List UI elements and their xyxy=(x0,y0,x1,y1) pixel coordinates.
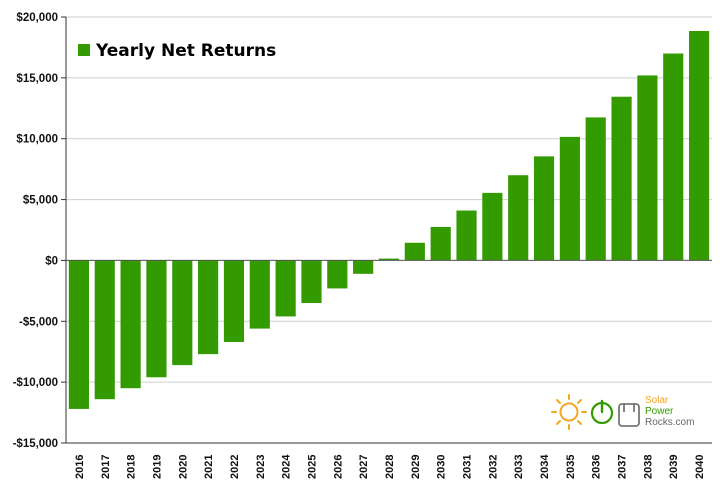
x-tick-label: 2037 xyxy=(617,455,629,479)
bar-2029 xyxy=(404,242,425,261)
axes xyxy=(65,17,712,444)
x-tick-label: 2023 xyxy=(255,455,267,479)
bar-2016 xyxy=(68,260,89,409)
x-tick-label: 2029 xyxy=(410,455,422,479)
bar-2038 xyxy=(637,75,658,261)
y-tick-label: $0 xyxy=(45,255,58,267)
x-tick-label: 2021 xyxy=(203,455,215,479)
y-tick-label: -$15,000 xyxy=(13,438,58,450)
x-tick-label: 2036 xyxy=(591,455,603,479)
legend-label: Yearly Net Returns xyxy=(95,41,276,61)
bar-2018 xyxy=(120,260,141,389)
legend: Yearly Net Returns xyxy=(78,41,276,61)
bar-2022 xyxy=(223,260,245,342)
bar-2040 xyxy=(689,30,710,261)
bar-2021 xyxy=(198,260,219,355)
bar-2033 xyxy=(508,175,529,261)
bar-2031 xyxy=(456,210,477,261)
x-tick-label: 2035 xyxy=(565,455,577,479)
logo-text-power: Power xyxy=(645,406,674,417)
x-tick-label: 2034 xyxy=(539,454,551,479)
x-tick-label: 2040 xyxy=(694,455,706,479)
y-tick-label: $20,000 xyxy=(16,12,58,24)
y-tick-label: $15,000 xyxy=(16,73,58,85)
x-tick-label: 2026 xyxy=(332,455,344,479)
bar-2036 xyxy=(585,117,606,261)
y-tick-label: -$5,000 xyxy=(19,316,58,328)
x-tick-label: 2018 xyxy=(126,455,138,479)
bar-2030 xyxy=(430,226,451,261)
sun-icon xyxy=(551,394,587,430)
x-tick-label: 2020 xyxy=(177,455,189,479)
x-tick-label: 2017 xyxy=(100,455,112,479)
x-tick-label: 2031 xyxy=(462,455,474,479)
bar-2017 xyxy=(94,260,115,400)
bar-2027 xyxy=(353,260,374,274)
x-tick-label: 2016 xyxy=(74,455,86,479)
bars xyxy=(68,30,710,409)
y-axis-ticks: $20,000 $15,000 $10,000 $5,000 $0 -$5,000 -$10… xyxy=(13,12,66,450)
x-tick-label: 2032 xyxy=(487,455,499,479)
bar-2037 xyxy=(611,96,632,261)
bar-2026 xyxy=(327,260,348,289)
bar-2028 xyxy=(378,258,400,261)
x-axis-ticks: 2016 2017 2018 2019 2020 2021 2022 2023 2024 2025… xyxy=(74,454,706,479)
logo-text-rocks: Rocks.com xyxy=(645,417,694,428)
logo-text-solar: Solar xyxy=(645,395,669,406)
bar-2035 xyxy=(559,136,580,261)
y-tick-label: -$10,000 xyxy=(13,377,58,389)
x-tick-label: 2027 xyxy=(358,455,370,479)
x-tick-label: 2024 xyxy=(281,454,293,479)
bar-2019 xyxy=(146,260,167,378)
bar-2025 xyxy=(301,260,322,304)
bar-2039 xyxy=(663,53,684,261)
x-tick-label: 2030 xyxy=(436,455,448,479)
solar-power-rocks-logo: Solar Power Rocks.com xyxy=(551,394,694,430)
x-tick-label: 2028 xyxy=(384,455,396,479)
y-tick-label: $5,000 xyxy=(23,195,58,207)
x-tick-label: 2025 xyxy=(306,455,318,479)
x-tick-label: 2019 xyxy=(151,455,163,479)
x-tick-label: 2022 xyxy=(229,455,241,479)
rock-hand-icon xyxy=(618,403,640,427)
bar-2034 xyxy=(533,156,555,261)
x-tick-label: 2038 xyxy=(642,455,654,479)
bar-2023 xyxy=(249,260,270,329)
legend-swatch xyxy=(78,44,90,56)
x-tick-label: 2039 xyxy=(668,455,680,479)
power-icon xyxy=(590,399,614,425)
bar-2024 xyxy=(275,260,296,317)
x-tick-label: 2033 xyxy=(513,455,525,479)
y-tick-label: $10,000 xyxy=(16,134,58,146)
bar-2032 xyxy=(482,192,503,261)
bar-2020 xyxy=(172,260,193,366)
